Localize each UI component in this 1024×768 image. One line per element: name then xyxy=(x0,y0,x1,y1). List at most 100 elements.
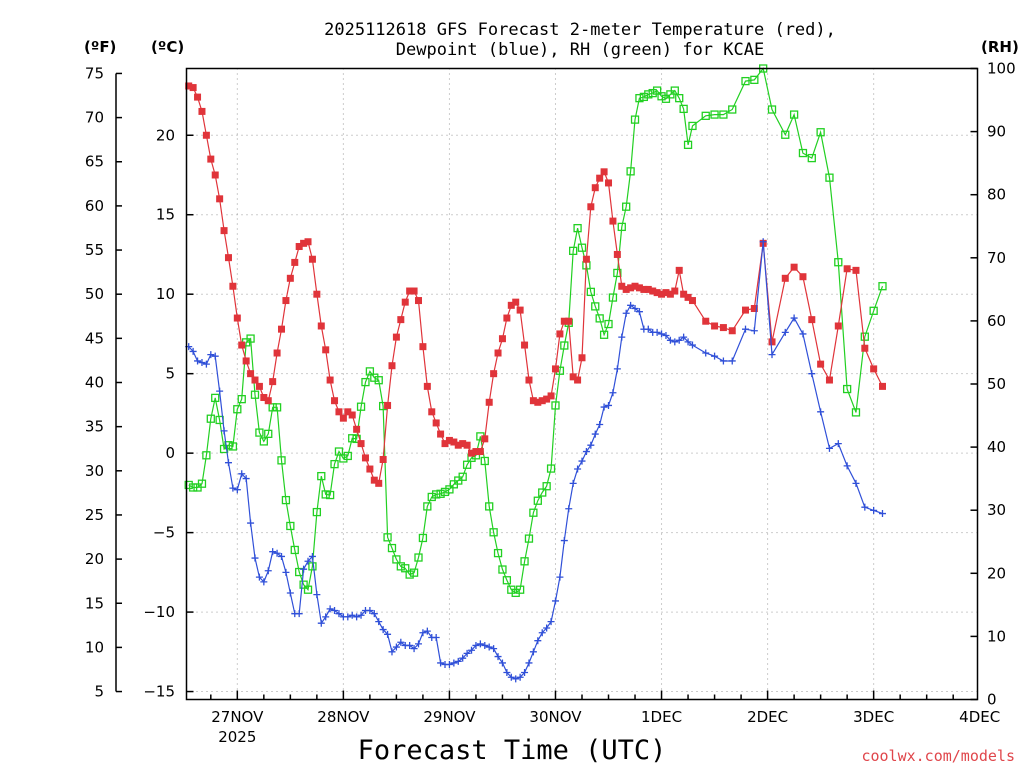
dewpoint-point xyxy=(450,659,458,667)
dewpoint-point xyxy=(618,333,626,341)
temperature-point xyxy=(817,360,825,368)
temperature-point xyxy=(414,297,422,305)
dewpoint-point xyxy=(525,659,533,667)
temperature-point xyxy=(534,398,542,406)
temperature-point xyxy=(392,333,400,341)
temperature-point xyxy=(825,376,833,384)
rh-point xyxy=(339,454,348,463)
rh-point xyxy=(661,94,671,103)
dewpoint-point xyxy=(574,465,582,473)
x-tick-label: 30NOV xyxy=(529,708,582,726)
temperature-point xyxy=(600,168,608,176)
temperature-point xyxy=(211,171,219,179)
temperature-point xyxy=(538,397,546,405)
temperature-point xyxy=(450,438,458,446)
dewpoint-point xyxy=(233,486,241,494)
rh-tick-label: 90 xyxy=(987,123,1006,141)
dewpoint-point xyxy=(485,643,493,651)
dewpoint-point xyxy=(198,359,206,367)
dewpoint-point xyxy=(653,328,661,336)
rh-point xyxy=(427,492,436,502)
temperature-point xyxy=(335,408,343,416)
rh-point xyxy=(710,110,719,119)
dewpoint-point xyxy=(870,506,878,514)
dewpoint-point xyxy=(799,330,807,338)
temperature-point xyxy=(635,284,643,292)
dewpoint-point xyxy=(224,459,232,467)
temperature-point xyxy=(247,370,255,378)
rh-point xyxy=(401,564,410,573)
x-tick-label: 4DEC xyxy=(959,708,1000,726)
dewpoint-point xyxy=(216,387,224,395)
rh-point xyxy=(343,451,352,461)
rh-point xyxy=(299,580,308,589)
rh-point xyxy=(586,287,595,297)
fahrenheit-tick-label: 60 xyxy=(85,197,104,215)
rh-point xyxy=(533,496,542,505)
temperature-point xyxy=(688,297,696,305)
temperature-point xyxy=(445,436,453,444)
rh-point xyxy=(489,528,498,537)
dewpoint-point xyxy=(189,347,197,355)
dewpoint-point xyxy=(432,634,440,642)
series-dewpoint xyxy=(185,238,886,683)
temperature-point xyxy=(260,394,268,402)
rh-point xyxy=(277,456,286,465)
dewpoint-point xyxy=(600,403,608,411)
rh-tick-label: 80 xyxy=(987,186,1006,204)
celsius-axis: −15 −10 −5 0 5 10 15 20 xyxy=(143,126,194,701)
dewpoint-point xyxy=(512,675,520,683)
temperature-point xyxy=(728,327,736,335)
temperature-point xyxy=(454,441,462,449)
dewpoint-point xyxy=(264,567,272,575)
x-tick-label: 28NOV xyxy=(317,708,370,726)
temperature-point xyxy=(238,341,246,349)
temperature-point xyxy=(878,382,886,390)
rh-point xyxy=(325,490,335,500)
rh-point xyxy=(303,585,313,594)
rh-point xyxy=(878,282,887,291)
temperature-point xyxy=(870,365,878,373)
chart-title-line1: 2025112618 GFS Forecast 2-meter Temperat… xyxy=(324,20,836,40)
dewpoint-point xyxy=(463,649,471,657)
rh-point xyxy=(432,490,441,499)
rh-point xyxy=(851,408,861,417)
rh-point xyxy=(440,487,450,497)
temperature-point xyxy=(834,322,842,330)
x-axis-title: Forecast Time (UTC) xyxy=(358,735,667,766)
rh-point xyxy=(383,533,392,542)
temperature-point xyxy=(384,401,392,409)
rh-point xyxy=(272,403,282,412)
rh-point xyxy=(317,471,326,481)
rh-point xyxy=(520,557,529,566)
temperature-point xyxy=(503,314,511,322)
temperature-point xyxy=(207,155,215,163)
rh-point xyxy=(485,502,494,511)
temperature-point xyxy=(313,290,321,298)
temperature-point xyxy=(220,227,228,235)
temperature-point xyxy=(521,341,529,349)
temperature-point xyxy=(300,239,308,247)
temperature-point xyxy=(644,285,652,293)
dewpoint-point xyxy=(392,643,400,651)
temperature-point xyxy=(322,346,330,354)
rh-point xyxy=(206,414,215,423)
dewpoint-point xyxy=(353,613,361,621)
rh-point xyxy=(657,92,666,101)
rh-point xyxy=(630,115,640,124)
rh-point xyxy=(728,105,737,114)
rh-point xyxy=(387,543,397,553)
temperature-point xyxy=(286,274,294,282)
x-tick-label: 1DEC xyxy=(641,708,682,726)
rh-point xyxy=(546,464,556,473)
rh-point xyxy=(675,94,684,103)
rh-point xyxy=(750,75,759,85)
rh-point xyxy=(648,88,657,98)
dewpoint-point xyxy=(375,618,383,626)
dewpoint-point xyxy=(790,314,798,322)
rh-point xyxy=(498,565,507,574)
temperature-point xyxy=(569,373,577,381)
rh-point xyxy=(599,330,609,339)
dewpoint-point xyxy=(194,357,202,365)
dewpoint-point xyxy=(843,462,851,470)
